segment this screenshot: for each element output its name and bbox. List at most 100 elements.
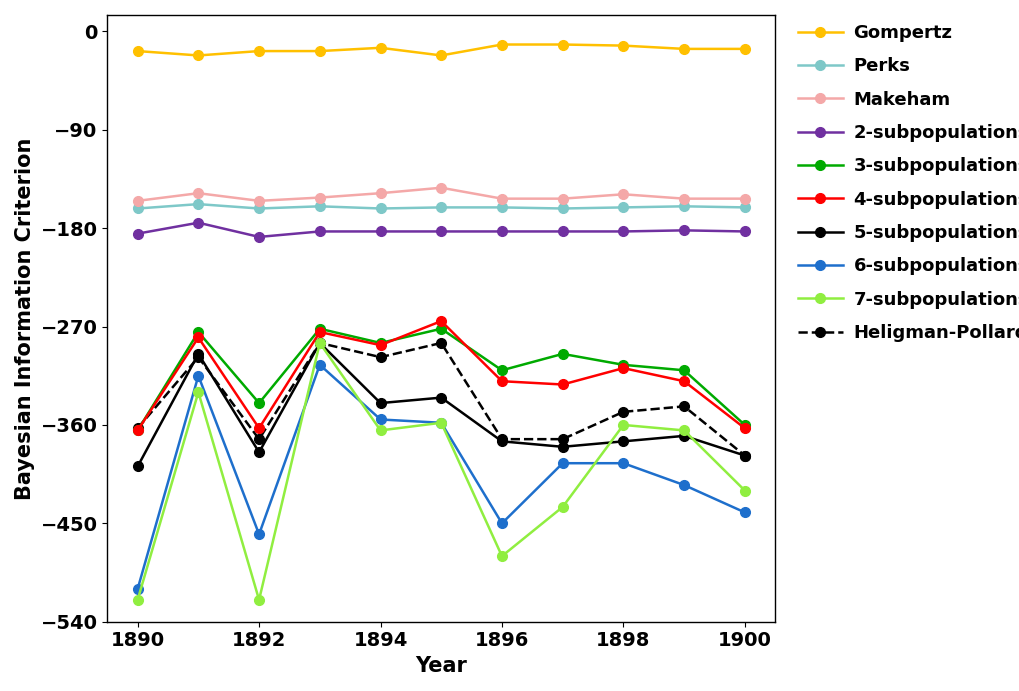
- Perks: [435, 203, 447, 211]
- 6-subpopulations: [738, 509, 750, 517]
- 7-subpopulations: [678, 426, 690, 435]
- 3-subpopulations: [253, 399, 265, 407]
- Makeham: [314, 193, 326, 202]
- Heligman-Pollard: [192, 353, 204, 361]
- Gompertz: [192, 51, 204, 59]
- Heligman-Pollard: [738, 451, 750, 460]
- Heligman-Pollard: [495, 435, 507, 444]
- Makeham: [374, 189, 386, 198]
- Heligman-Pollard: [678, 402, 690, 410]
- 6-subpopulations: [314, 361, 326, 369]
- 6-subpopulations: [192, 372, 204, 380]
- Gompertz: [131, 47, 144, 55]
- 6-subpopulations: [556, 459, 569, 467]
- Legend: Gompertz, Perks, Makeham, 2-subpopulations, 3-subpopulations, 4-subpopulations, : Gompertz, Perks, Makeham, 2-subpopulatio…: [797, 24, 1019, 342]
- X-axis label: Year: Year: [415, 656, 467, 676]
- 3-subpopulations: [678, 366, 690, 375]
- 5-subpopulations: [738, 451, 750, 460]
- Perks: [131, 205, 144, 213]
- Gompertz: [435, 51, 447, 59]
- 7-subpopulations: [435, 419, 447, 427]
- Perks: [678, 202, 690, 211]
- 5-subpopulations: [131, 462, 144, 471]
- Line: Makeham: Makeham: [132, 183, 749, 206]
- Gompertz: [556, 40, 569, 48]
- 4-subpopulations: [192, 333, 204, 341]
- 4-subpopulations: [253, 424, 265, 433]
- Line: 2-subpopulations: 2-subpopulations: [132, 218, 749, 242]
- Makeham: [616, 190, 629, 198]
- Perks: [738, 203, 750, 211]
- Gompertz: [616, 41, 629, 50]
- Gompertz: [253, 47, 265, 55]
- Perks: [495, 203, 507, 211]
- 2-subpopulations: [253, 233, 265, 241]
- 7-subpopulations: [131, 596, 144, 604]
- Line: Perks: Perks: [132, 199, 749, 214]
- 5-subpopulations: [556, 443, 569, 451]
- 4-subpopulations: [495, 377, 507, 386]
- 5-subpopulations: [616, 437, 629, 446]
- 4-subpopulations: [131, 426, 144, 435]
- Line: 7-subpopulations: 7-subpopulations: [132, 338, 749, 605]
- 6-subpopulations: [678, 481, 690, 489]
- 6-subpopulations: [435, 419, 447, 427]
- Perks: [192, 200, 204, 208]
- Makeham: [253, 197, 265, 205]
- Heligman-Pollard: [374, 353, 386, 361]
- 2-subpopulations: [738, 227, 750, 236]
- 4-subpopulations: [374, 341, 386, 349]
- Gompertz: [314, 47, 326, 55]
- 4-subpopulations: [556, 380, 569, 388]
- Makeham: [192, 189, 204, 198]
- Heligman-Pollard: [435, 339, 447, 347]
- 5-subpopulations: [678, 432, 690, 440]
- 2-subpopulations: [131, 229, 144, 238]
- 5-subpopulations: [192, 350, 204, 358]
- 7-subpopulations: [192, 388, 204, 397]
- 5-subpopulations: [314, 339, 326, 347]
- 7-subpopulations: [616, 421, 629, 429]
- 6-subpopulations: [495, 519, 507, 527]
- 3-subpopulations: [131, 426, 144, 435]
- 2-subpopulations: [374, 227, 386, 236]
- Perks: [314, 202, 326, 211]
- 2-subpopulations: [556, 227, 569, 236]
- Makeham: [435, 184, 447, 192]
- 3-subpopulations: [495, 366, 507, 375]
- 5-subpopulations: [495, 437, 507, 446]
- Makeham: [556, 194, 569, 202]
- 2-subpopulations: [192, 218, 204, 227]
- Makeham: [738, 194, 750, 202]
- Gompertz: [495, 40, 507, 48]
- Line: 5-subpopulations: 5-subpopulations: [132, 338, 749, 471]
- 7-subpopulations: [374, 426, 386, 435]
- Gompertz: [374, 44, 386, 52]
- Y-axis label: Bayesian Information Criterion: Bayesian Information Criterion: [15, 138, 35, 500]
- 7-subpopulations: [314, 339, 326, 347]
- 3-subpopulations: [314, 325, 326, 333]
- 7-subpopulations: [556, 503, 569, 511]
- 4-subpopulations: [678, 377, 690, 386]
- 6-subpopulations: [374, 415, 386, 424]
- 6-subpopulations: [131, 585, 144, 593]
- 3-subpopulations: [738, 421, 750, 429]
- Heligman-Pollard: [314, 339, 326, 347]
- 2-subpopulations: [678, 226, 690, 234]
- Perks: [253, 205, 265, 213]
- Perks: [374, 205, 386, 213]
- 3-subpopulations: [616, 361, 629, 369]
- 3-subpopulations: [192, 328, 204, 337]
- 5-subpopulations: [253, 448, 265, 457]
- Line: Heligman-Pollard: Heligman-Pollard: [132, 338, 749, 460]
- Heligman-Pollard: [131, 424, 144, 433]
- Heligman-Pollard: [253, 435, 265, 444]
- Perks: [556, 205, 569, 213]
- 4-subpopulations: [314, 328, 326, 337]
- Makeham: [495, 194, 507, 202]
- 7-subpopulations: [495, 552, 507, 560]
- 3-subpopulations: [374, 339, 386, 347]
- 5-subpopulations: [435, 393, 447, 401]
- 7-subpopulations: [738, 486, 750, 495]
- 6-subpopulations: [616, 459, 629, 467]
